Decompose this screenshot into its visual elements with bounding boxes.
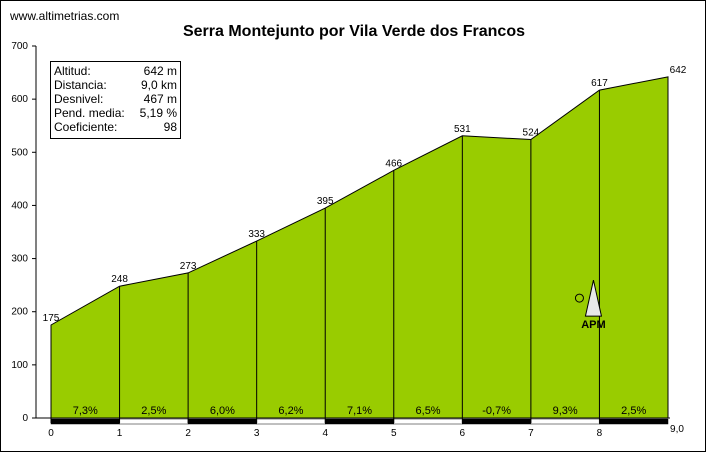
x-tick-label: 1 (117, 428, 123, 439)
marker-label: APM (581, 319, 605, 331)
y-tick-label: 200 (11, 307, 28, 318)
site-url: www.altimetrias.com (10, 9, 120, 23)
y-tick-label: 500 (11, 147, 28, 158)
stat-value: 642 m (143, 64, 177, 78)
x-tick-label: 2 (185, 428, 191, 439)
stat-value: 98 (163, 120, 177, 134)
x-tick-label: 6 (460, 428, 466, 439)
stat-row: Desnivel: 467 m (54, 92, 177, 106)
segment-gradient-label: 6,0% (210, 405, 235, 417)
stat-label: Pend. media: (54, 106, 125, 120)
x-tick-label: 4 (322, 428, 328, 439)
segment-gradient-label: 7,1% (347, 405, 372, 417)
stat-value: 9,0 km (140, 78, 177, 92)
elevation-point-label: 395 (317, 196, 334, 207)
segment-gradient-label: -0,7% (482, 405, 511, 417)
stat-row: Altitud: 642 m (54, 64, 177, 78)
elevation-point-label: 333 (248, 229, 265, 240)
elevation-point-label: 248 (111, 274, 128, 285)
segment-gradient-label: 6,5% (416, 405, 441, 417)
summit-marker-icon (574, 280, 603, 317)
segment-bar (187, 418, 257, 425)
segment-gradient-label: 2,5% (621, 405, 646, 417)
y-tick-label: 400 (11, 200, 28, 211)
segment-gradient-label: 9,3% (553, 405, 578, 417)
stat-label: Altitud: (54, 64, 91, 78)
elevation-point-label: 524 (523, 128, 540, 139)
elevation-point-label: 273 (180, 261, 197, 272)
segment-bar (324, 418, 395, 425)
mountain-icon (584, 280, 603, 317)
elevation-point-label: 175 (43, 313, 60, 324)
stat-label: Desnivel: (54, 92, 104, 106)
segment-bar (256, 418, 326, 425)
segment-bar (599, 418, 669, 425)
segment-bar (530, 418, 600, 425)
y-tick-label: 700 (11, 41, 28, 52)
segment-gradient-label: 7,3% (73, 405, 98, 417)
stat-row: Distancia: 9,0 km (54, 78, 177, 92)
y-tick-label: 600 (11, 94, 28, 105)
elevation-point-label: 642 (670, 65, 687, 76)
x-tick-label: 0 (48, 428, 54, 439)
segment-bar (50, 418, 120, 425)
x-end-label: 9,0 (670, 424, 684, 435)
segment-bar (119, 418, 189, 425)
stat-row: Coeficiente: 98 (54, 120, 177, 134)
y-tick-label: 0 (22, 413, 28, 424)
segment-bar (462, 418, 532, 425)
stat-label: Coeficiente: (54, 120, 118, 134)
x-tick-label: 8 (597, 428, 603, 439)
stat-label: Distancia: (54, 78, 107, 92)
stat-value: 5,19 % (139, 106, 177, 120)
stats-box: Altitud: 642 m Distancia: 9,0 km Desnivel:… (50, 61, 181, 139)
cyclist-icon (574, 293, 584, 303)
stat-value: 467 m (143, 92, 177, 106)
y-tick-label: 100 (11, 360, 28, 371)
chart-title: Serra Montejunto por Vila Verde dos Fran… (182, 23, 525, 40)
x-tick-label: 7 (528, 428, 534, 439)
segment-bar (393, 418, 463, 425)
segment-gradient-label: 6,2% (278, 405, 303, 417)
stat-row: Pend. media: 5,19 % (54, 106, 177, 120)
x-tick-label: 5 (391, 428, 397, 439)
elevation-point-label: 531 (454, 124, 471, 135)
x-tick-label: 3 (254, 428, 260, 439)
segment-gradient-label: 2,5% (141, 405, 166, 417)
y-tick-label: 300 (11, 254, 28, 265)
elevation-point-label: 466 (385, 158, 402, 169)
elevation-point-label: 617 (591, 78, 608, 89)
